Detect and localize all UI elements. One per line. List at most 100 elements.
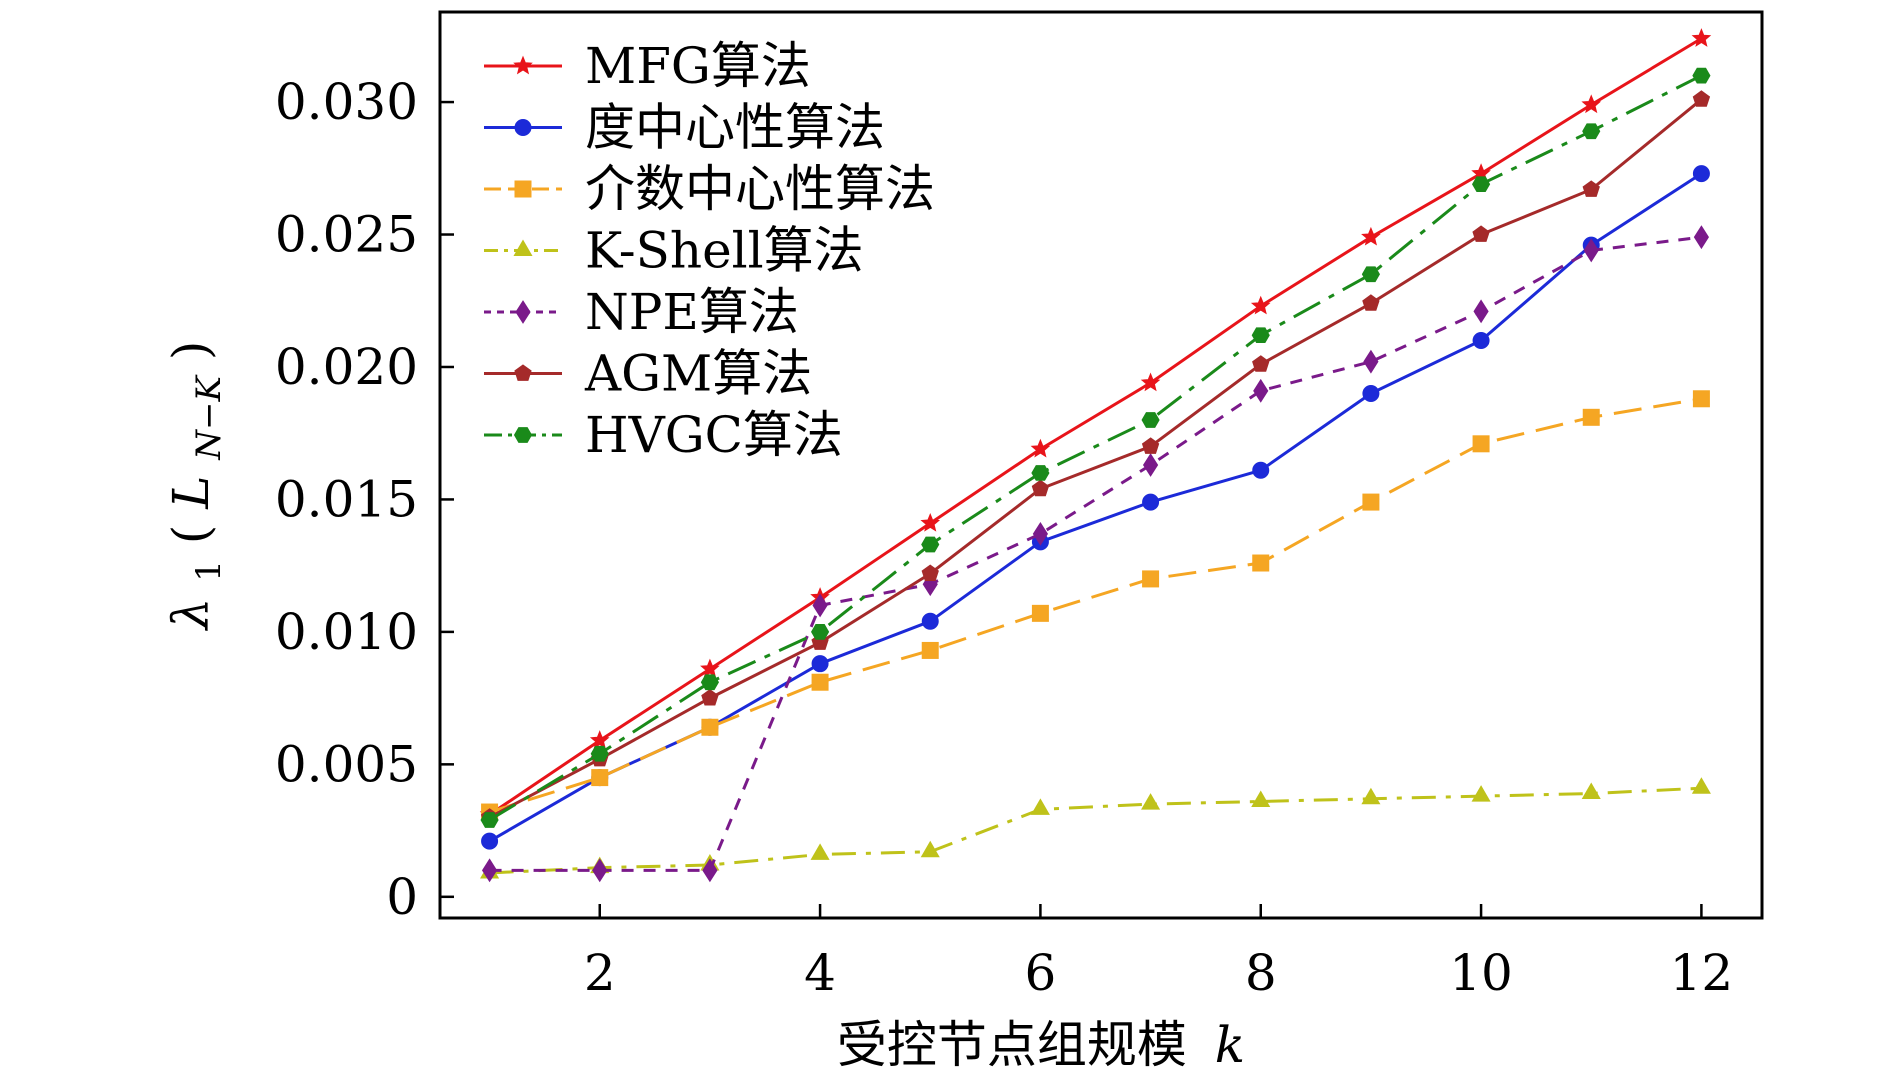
data-point [1361, 266, 1380, 283]
data-point [1140, 372, 1161, 392]
data-point [1251, 790, 1271, 807]
legend-label: 介数中心性算法 [585, 160, 935, 218]
data-point [921, 612, 939, 630]
data-point [811, 655, 829, 673]
data-point [1691, 28, 1712, 47]
data-point [1141, 793, 1161, 810]
data-point [1582, 408, 1600, 426]
legend-marker [514, 364, 532, 381]
data-point [921, 641, 939, 659]
y-title-paren-close: ) [162, 341, 220, 361]
data-point [812, 593, 828, 618]
legend-item: 度中心性算法 [484, 99, 885, 157]
legend-marker [513, 239, 533, 256]
data-point [1582, 123, 1601, 140]
y-title-paren-open: ( [162, 525, 220, 545]
y-axis: 0 0.005 0.010 0.015 0.020 0.025 0.030 [275, 73, 454, 926]
x-tick-label: 12 [1670, 944, 1734, 1002]
data-point [702, 858, 718, 883]
x-tick-label: 10 [1449, 944, 1513, 1002]
data-point [1250, 295, 1271, 315]
data-point [1141, 437, 1160, 454]
data-point [1472, 435, 1490, 453]
data-point [1141, 412, 1160, 428]
data-point [591, 769, 609, 787]
x-axis-title-text: 受控节点组规模 [837, 1016, 1187, 1074]
series-line [488, 37, 1703, 816]
data-point [1031, 479, 1050, 497]
data-point [1692, 90, 1711, 107]
plot-frame [438, 10, 1764, 920]
data-point [1471, 785, 1491, 802]
data-point [1693, 225, 1710, 250]
data-point [592, 858, 608, 883]
legend-item: 介数中心性算法 [484, 160, 935, 218]
data-point [811, 673, 829, 691]
series-line [489, 786, 1702, 875]
data-point [921, 536, 940, 553]
series-5 [481, 225, 1710, 883]
legend-label: K-Shell算法 [585, 222, 864, 280]
data-point [1032, 521, 1049, 546]
data-point [1692, 165, 1710, 183]
x-tick-label: 2 [584, 944, 616, 1002]
y-tick-label: 0.030 [275, 73, 418, 131]
legend-item: MFG算法 [484, 37, 811, 95]
data-point [810, 843, 830, 860]
data-point [1692, 67, 1711, 84]
x-axis-title-var: k [1215, 1016, 1245, 1074]
y-tick-label: 0.025 [275, 206, 418, 264]
data-point [590, 745, 609, 762]
svg-text:λ 1 ( L: λ 1 ( L N−K ) [162, 341, 232, 632]
legend-marker [513, 427, 533, 443]
data-point [1472, 331, 1490, 349]
data-point [481, 832, 499, 850]
y-tick-label: 0.005 [275, 735, 418, 793]
series-7 [480, 67, 1711, 828]
legend-label: MFG算法 [585, 37, 811, 95]
series-3 [481, 390, 1710, 821]
legend-item: K-Shell算法 [484, 222, 864, 280]
data-point [480, 812, 499, 828]
data-point [1362, 384, 1380, 402]
data-point [1691, 777, 1711, 794]
data-point [481, 858, 498, 883]
legend-label: AGM算法 [584, 345, 812, 403]
data-point [1362, 294, 1380, 311]
data-point [1472, 225, 1490, 242]
series-line [489, 235, 1702, 872]
y-axis-title: λ 1 ( L N−K ) [162, 341, 232, 632]
legend-item: HVGC算法 [484, 406, 843, 464]
data-point [589, 730, 610, 749]
y-tick-label: 0 [386, 868, 418, 926]
y-title-lambda: λ [162, 598, 220, 632]
x-tick-label: 4 [804, 944, 836, 1002]
data-point [811, 624, 830, 640]
data-point [1581, 782, 1601, 799]
data-point [1582, 180, 1600, 197]
data-point [1031, 465, 1050, 481]
data-point [701, 689, 719, 706]
data-point [1252, 554, 1270, 572]
data-point [1251, 327, 1270, 344]
y-title-L: L [162, 476, 220, 510]
legend-marker [515, 300, 531, 324]
data-point [1252, 355, 1270, 372]
legend-item: NPE算法 [484, 283, 799, 341]
x-tick-label: 8 [1245, 944, 1277, 1002]
legend-item: AGM算法 [484, 345, 812, 403]
series-line [488, 98, 1703, 819]
data-point [700, 674, 719, 691]
y-title-sub1: 1 [189, 560, 229, 582]
series-line [488, 74, 1703, 822]
data-point [1030, 798, 1050, 815]
legend-label: HVGC算法 [585, 406, 843, 464]
data-point [1362, 493, 1380, 511]
data-point [921, 564, 939, 581]
legend: MFG算法度中心性算法介数中心性算法K-Shell算法NPE算法AGM算法HVG… [484, 37, 935, 464]
y-tick-label: 0.020 [275, 338, 418, 396]
data-point [1581, 94, 1602, 114]
data-point [1363, 349, 1379, 374]
data-point [1692, 390, 1710, 408]
